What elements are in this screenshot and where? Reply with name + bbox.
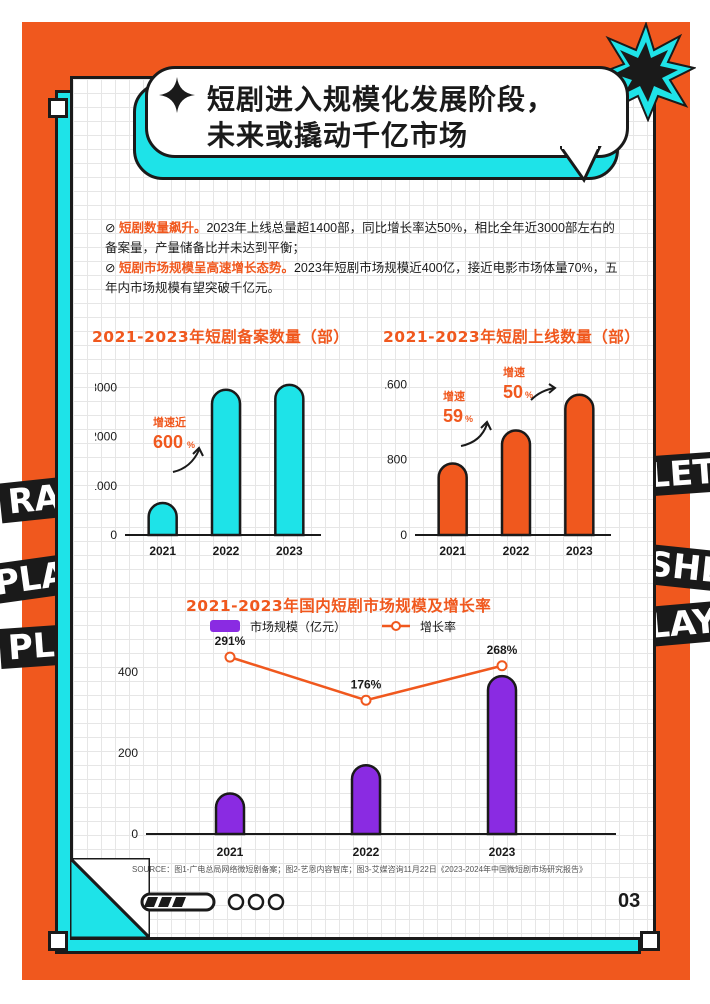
y-tick-label: 1600 [385,377,407,391]
chart-2-svg: 0 800 1600 2021 2022 2023 增速 59% 增速 50% [385,365,611,558]
bar [564,393,595,537]
bullet-2-text: 2023年短剧市场规模近400亿，接近电影市场体量70%，五年内市场规模有望突破… [105,261,618,295]
annotation-value: 600 [153,432,183,452]
check-circle-icon: ⊘ [105,221,116,235]
title-box [145,66,629,158]
corner-square-tl [48,98,68,118]
bar [500,429,532,537]
legend-line-label: 增长率 [420,619,456,634]
speech-tail [560,146,602,183]
x-tick-label: 2022 [353,845,380,859]
y-tick-label: 3000 [95,380,117,394]
arrow-1-head [480,420,492,431]
annotation-2-value: 50 [503,382,523,402]
source-note: SOURCE：图1-广电总局网络微短剧备案；图2-艺恩内容智库；图3-艾媒咨询1… [132,865,588,874]
legend-bar-swatch [210,620,240,632]
annotation-label: 增速近 [153,415,186,429]
arrow-curve [172,449,200,473]
bullet-1-text: 2023年上线总量超1400部，同比增长率达50%，相比全年近3000部左右的备… [105,221,615,255]
bullet-1-highlight: 短剧数量飙升。 [118,221,207,235]
arrow-head [192,446,204,457]
arrow-2-head [548,383,557,394]
chart-3-svg: 市场规模（亿元） 增长率 0 200 400 2021 2022 2023 291% 176% 26… [118,619,616,859]
arrow-1-curve [460,423,488,447]
x-tick-label: 2022 [213,544,240,558]
chart-1-title: 2021-2023年短剧备案数量（部） [92,328,350,346]
y-tick-label: 2000 [95,430,117,444]
x-tick-label: 2023 [489,845,516,859]
y-tick-label: 0 [400,528,407,542]
x-tick-label: 2022 [503,544,530,558]
sparkle-icon [159,77,195,113]
growth-point [360,694,372,706]
bullet-2-highlight: 短剧市场规模呈高速增长态势。 [118,261,294,275]
bar [486,674,518,836]
annotation-1-unit: % [465,414,473,424]
annotation-unit: % [187,440,195,450]
bar [210,388,242,537]
growth-point [496,660,508,672]
growth-label: 268% [487,643,518,657]
corner-square-bl [48,931,68,951]
grid-paper [70,76,656,940]
bar [214,792,246,836]
y-tick-label: 0 [110,528,117,542]
y-tick-label: 200 [118,746,138,760]
x-tick-label: 2021 [439,544,466,558]
y-tick-label: 1000 [95,479,117,493]
y-tick-label: 800 [387,453,407,467]
growth-point [224,651,236,663]
bar [274,383,305,537]
chart-2-title: 2021-2023年短剧上线数量（部） [383,328,641,346]
page-number: 03 [618,890,641,912]
chart-1-svg: 0 1000 2000 3000 2021 2022 2023 增速近 600% [95,380,321,558]
check-circle-icon: ⊘ [105,261,116,275]
x-tick-label: 2023 [276,544,303,558]
corner-square-br [640,931,660,951]
folded-corner [70,858,150,938]
progress-indicator [140,892,285,912]
annotation-2-unit: % [525,390,533,400]
bullet-1: ⊘ 短剧数量飙升。2023年上线总量超1400部，同比增长率达50%，相比全年近… [105,218,625,258]
bar [147,501,178,537]
chart-3-title: 2021-2023年国内短剧市场规模及增长率 [186,597,492,615]
annotation-2-label: 增速 [503,365,525,379]
growth-label: 176% [351,677,382,691]
bar [437,462,468,537]
arrow-2-curve [530,387,556,401]
x-tick-label: 2023 [566,544,593,558]
x-tick-label: 2021 [217,845,244,859]
bullet-2: ⊘ 短剧市场规模呈高速增长态势。2023年短剧市场规模近400亿，接近电影市场体… [105,258,625,298]
legend-bar-label: 市场规模（亿元） [250,619,346,634]
x-tick-label: 2021 [149,544,176,558]
y-tick-label: 400 [118,665,138,679]
bar [350,764,382,836]
page-title-line-1: 短剧进入规模化发展阶段， [207,83,556,116]
growth-label: 291% [215,634,246,648]
legend-line-marker [391,621,401,631]
annotation-1-label: 增速 [443,389,465,403]
page-title-line-2: 未来或撬动千亿市场 [207,119,469,152]
y-tick-label: 0 [131,827,138,841]
annotation-1-value: 59 [443,406,463,426]
